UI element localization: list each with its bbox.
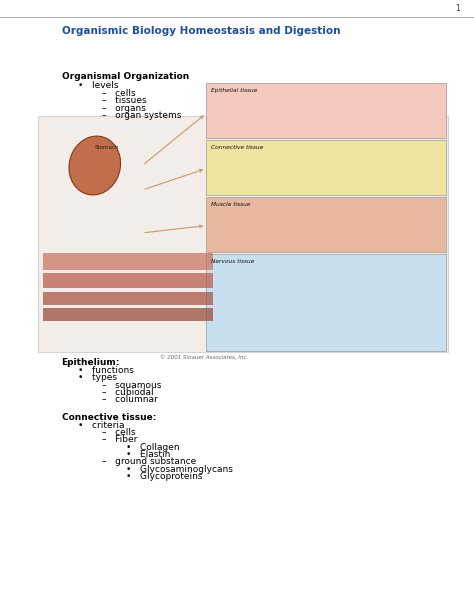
Text: Stomach: Stomach <box>94 145 119 150</box>
Ellipse shape <box>69 136 121 195</box>
Bar <box>38 116 448 352</box>
Text: –   columnar: – columnar <box>102 395 158 405</box>
Text: © 2001 Sinauer Associates, Inc.: © 2001 Sinauer Associates, Inc. <box>160 354 248 360</box>
Text: •   Collagen: • Collagen <box>126 443 179 452</box>
Text: 1: 1 <box>455 4 460 13</box>
Text: –   ground substance: – ground substance <box>102 457 196 466</box>
Bar <box>43 273 213 288</box>
Bar <box>43 253 213 270</box>
Text: Organismal Organization: Organismal Organization <box>62 72 189 81</box>
Bar <box>43 292 213 305</box>
Text: Epithelium:: Epithelium: <box>62 358 120 367</box>
Text: Organismic Biology Homeostasis and Digestion: Organismic Biology Homeostasis and Diges… <box>62 26 340 36</box>
Text: –   cubiodal: – cubiodal <box>102 388 154 397</box>
Text: –   organ systems: – organ systems <box>102 111 181 120</box>
Bar <box>43 308 213 321</box>
Text: –   cells: – cells <box>102 89 136 98</box>
Bar <box>206 140 446 195</box>
Text: –   cells: – cells <box>102 428 136 437</box>
Text: •   Glycosaminoglycans: • Glycosaminoglycans <box>126 465 232 474</box>
Text: Connective tissue: Connective tissue <box>211 145 263 150</box>
Text: –   tissues: – tissues <box>102 96 146 105</box>
Text: •   criteria: • criteria <box>78 421 125 430</box>
Text: •   Glycoproteins: • Glycoproteins <box>126 472 202 481</box>
Text: Muscle tissue: Muscle tissue <box>211 202 250 207</box>
Bar <box>206 197 446 252</box>
Text: Epithelial tissue: Epithelial tissue <box>211 88 257 93</box>
Text: •   types: • types <box>78 373 117 383</box>
Bar <box>206 254 446 351</box>
Text: –   organs: – organs <box>102 104 146 113</box>
Text: –   Fiber: – Fiber <box>102 435 137 444</box>
Bar <box>206 83 446 138</box>
Text: •   levels: • levels <box>78 81 118 90</box>
Text: Nervous tissue: Nervous tissue <box>211 259 255 264</box>
Text: •   Elastin: • Elastin <box>126 450 170 459</box>
Text: Connective tissue:: Connective tissue: <box>62 413 156 422</box>
Text: –   squamous: – squamous <box>102 381 161 390</box>
Text: •   functions: • functions <box>78 366 134 375</box>
